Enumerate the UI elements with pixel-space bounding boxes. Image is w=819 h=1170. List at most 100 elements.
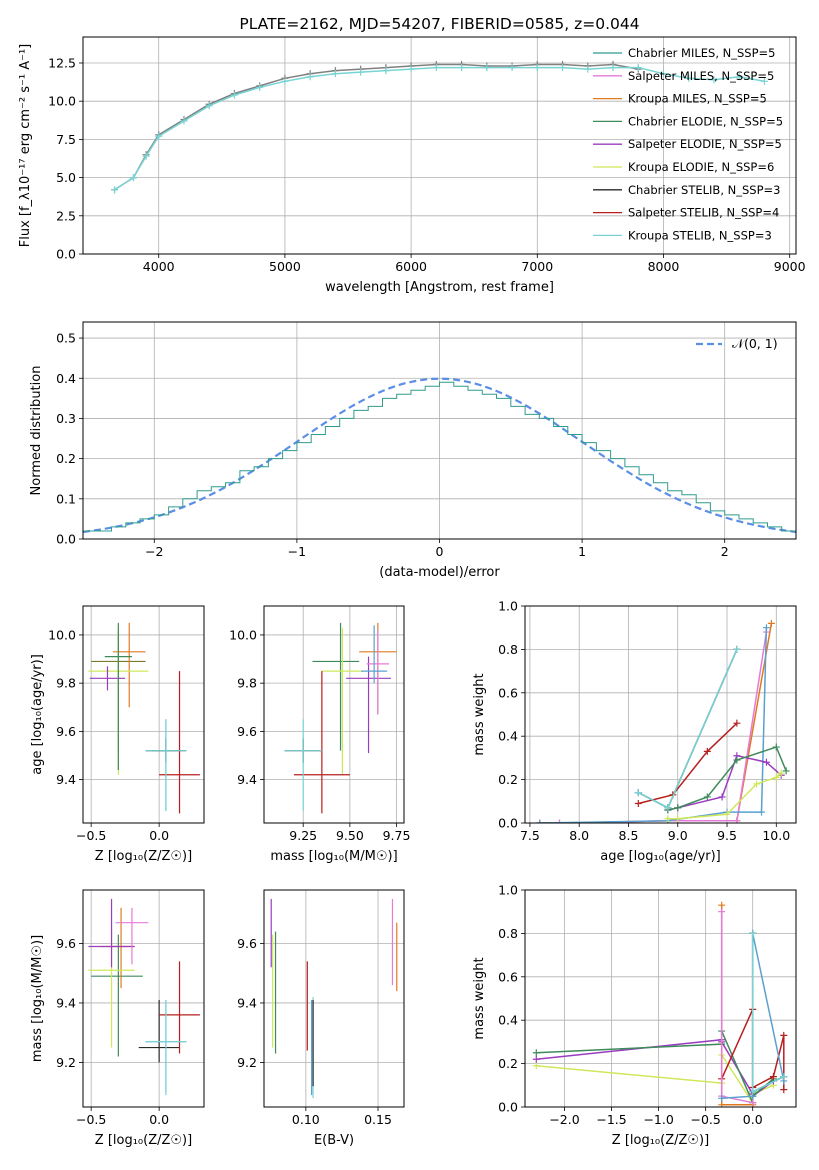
y-tick-label: 0.8 xyxy=(498,642,518,657)
x-tick-label: −2.0 xyxy=(549,1112,579,1127)
y-tick-label: 0.4 xyxy=(498,1013,518,1028)
y-tick-label: 9.6 xyxy=(56,724,76,739)
x-tick-label: 9.75 xyxy=(383,828,411,843)
data-point xyxy=(155,132,163,140)
data-point xyxy=(762,758,770,766)
y-tick-label: 9.4 xyxy=(56,995,76,1010)
y-tick-label: 10.0 xyxy=(48,94,76,109)
series-line xyxy=(638,722,738,805)
y-tick-label: 1.0 xyxy=(498,883,518,898)
data-point xyxy=(458,64,466,72)
y-tick-label: 0.3 xyxy=(56,411,76,426)
data-point xyxy=(129,174,137,182)
data-point xyxy=(718,908,726,916)
y-tick-label: 0.6 xyxy=(498,685,518,700)
x-tick-label: 7.5 xyxy=(520,828,540,843)
x-axis-label: Z [log₁₀(Z/Z☉)] xyxy=(612,1133,709,1148)
y-tick-label: 9.4 xyxy=(237,772,257,787)
histogram-series xyxy=(83,381,796,539)
data-point xyxy=(718,1101,726,1107)
legend: Chabrier MILES, N_SSP=5 Salpeter MILES, N… xyxy=(593,46,783,242)
data-point xyxy=(559,64,567,72)
data-point xyxy=(230,91,238,99)
chart-panel-6: −0.5 0.0 9.2 9.4 9.6 Z [log₁₀(Z/Z☉)] mass [log… xyxy=(30,889,205,1148)
series-line xyxy=(536,1030,774,1103)
data-point xyxy=(674,804,682,812)
data-point xyxy=(634,64,642,72)
data-point xyxy=(382,67,390,75)
y-tick-label: 9.8 xyxy=(56,676,76,691)
data-point xyxy=(735,73,743,81)
x-axis-label: mass [log₁₀(M/M☉)] xyxy=(270,849,397,864)
y-tick-label: 0.4 xyxy=(498,729,518,744)
x-tick-label: 1 xyxy=(578,544,586,559)
y-tick-label: 0.5 xyxy=(56,331,76,346)
legend-gaussian: 𝒩(0, 1) xyxy=(696,336,778,351)
series-gaussian xyxy=(83,377,796,534)
x-tick-label: 0.0 xyxy=(149,828,169,843)
data-point xyxy=(767,619,775,627)
chart-panel-5: 7.5 8.0 8.5 9.0 9.5 10.0 0.0 0.2 0.4 0.6 0.8 1.0 age… xyxy=(472,599,797,864)
data-point xyxy=(256,83,264,91)
series-line xyxy=(721,1009,785,1090)
x-axis-label: (data-model)/error xyxy=(379,565,500,580)
x-tick-label: 8000 xyxy=(648,259,680,274)
data-point xyxy=(674,815,682,823)
data-point xyxy=(331,70,339,78)
series-line xyxy=(114,66,765,191)
y-axis-label: mass weight xyxy=(472,673,487,755)
data-point xyxy=(718,901,726,909)
data-point xyxy=(634,789,642,797)
plot-area xyxy=(88,622,200,814)
y-tick-label: 0.1 xyxy=(56,491,76,506)
data-point xyxy=(664,815,672,823)
data-point xyxy=(780,1073,788,1081)
legend-label: Kroupa MILES, N_SSP=5 xyxy=(628,92,767,106)
y-tick-label: 7.5 xyxy=(56,132,76,147)
data-point xyxy=(532,1062,540,1070)
data-point xyxy=(532,1055,540,1063)
y-tick-label: 0.0 xyxy=(56,247,76,262)
y-tick-label: 1.0 xyxy=(498,599,518,614)
chart-panel-7: 0.10 0.15 9.2 9.4 9.6 E(B-V) xyxy=(237,889,405,1148)
y-tick-label: 9.2 xyxy=(237,1055,257,1070)
data-point xyxy=(782,767,790,775)
data-point xyxy=(749,929,757,937)
y-tick-label: 10.0 xyxy=(229,627,257,642)
data-point xyxy=(584,65,592,73)
x-tick-label: 0.0 xyxy=(743,1112,763,1127)
x-tick-label: 6000 xyxy=(395,259,427,274)
data-point xyxy=(777,769,785,777)
x-axis-label: Z [log₁₀(Z/Z☉)] xyxy=(95,849,192,864)
data-point xyxy=(703,747,711,755)
chart-panel-3: −0.5 0.0 9.4 9.6 9.8 10.0 Z [log₁₀(Z/Z☉)] age [… xyxy=(30,605,205,864)
axes-frame xyxy=(263,605,405,824)
y-axis-label: Normed distribution xyxy=(29,366,44,496)
y-tick-label: 0.0 xyxy=(498,1100,518,1115)
axes-frame xyxy=(524,605,797,824)
axes-frame xyxy=(82,605,205,824)
x-tick-label: 8.0 xyxy=(569,828,589,843)
x-tick-label: 9.50 xyxy=(336,828,364,843)
plot-area xyxy=(111,61,768,194)
x-tick-label: 0 xyxy=(436,544,444,559)
data-point xyxy=(532,1049,540,1057)
y-tick-label: 9.8 xyxy=(237,676,257,691)
data-point xyxy=(483,64,491,72)
x-axis-label: wavelength [Angstrom, rest frame] xyxy=(325,280,554,295)
y-tick-label: 2.5 xyxy=(56,208,76,223)
data-point xyxy=(762,624,770,632)
y-tick-label: 0.2 xyxy=(56,451,76,466)
y-tick-label: 9.6 xyxy=(237,936,257,951)
data-point xyxy=(749,1099,757,1107)
data-point xyxy=(753,780,761,788)
x-tick-label: 9.25 xyxy=(289,828,317,843)
x-tick-label: 7000 xyxy=(521,259,553,274)
axes-frame xyxy=(82,889,205,1108)
y-tick-label: 9.6 xyxy=(56,936,76,951)
data-point xyxy=(733,719,741,727)
legend-label: 𝒩(0, 1) xyxy=(732,336,778,351)
data-point xyxy=(281,77,289,85)
x-tick-label: 2 xyxy=(721,544,729,559)
series-line xyxy=(637,649,738,809)
